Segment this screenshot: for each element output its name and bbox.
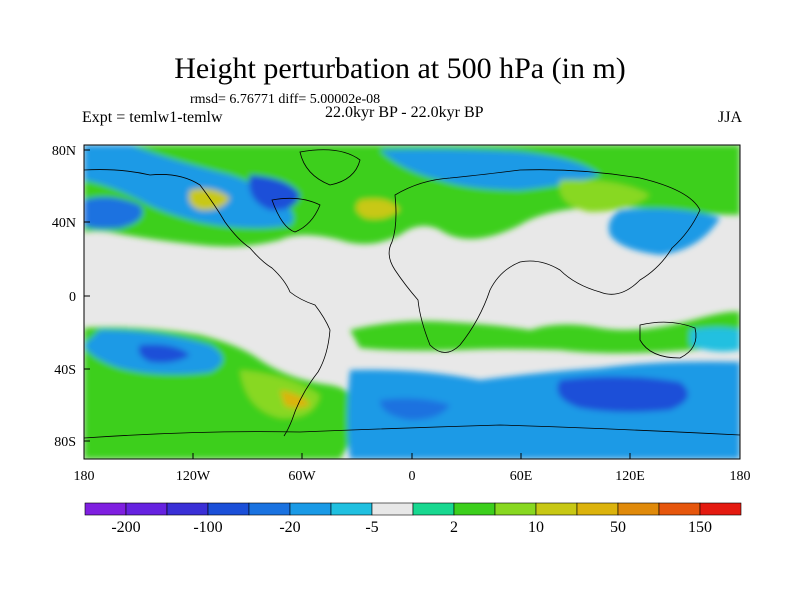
negative-core-indian — [557, 376, 688, 413]
lon-label-60w: 60W — [288, 469, 316, 484]
lon-label-120e: 120E — [615, 469, 645, 484]
period-label: 22.0kyr BP - 22.0kyr BP — [325, 104, 484, 121]
positive-core-na — [188, 188, 230, 211]
lon-label-120w: 120W — [176, 469, 211, 484]
colorbar-swatch — [576, 502, 619, 516]
coast-americas — [84, 169, 331, 437]
positive-belt-south — [350, 311, 740, 354]
lon-tick-marks — [83, 453, 741, 459]
negative-region-eurasia — [380, 149, 600, 190]
negative-region-atlantic — [84, 145, 294, 228]
rmsd-subtitle: rmsd= 6.76771 diff= 5.00002e-08 — [190, 92, 381, 107]
colorbar-label-neg5: -5 — [365, 519, 378, 536]
lat-label-40s: 40S — [54, 363, 76, 378]
negative-core-canada — [249, 175, 300, 211]
lat-label-80n: 80N — [52, 144, 76, 159]
negative-region-pacific — [608, 208, 720, 255]
colorbar-swatch — [207, 502, 250, 516]
lon-label-180w: 180 — [74, 469, 95, 484]
colorbar-swatch — [371, 502, 414, 516]
season-label: JJA — [717, 109, 742, 126]
colorbar-swatch — [125, 502, 168, 516]
colorbar-label-150: 150 — [688, 519, 712, 536]
coast-greenland — [299, 149, 361, 186]
colorbar-swatch — [494, 502, 537, 516]
coast-afroeurasia — [388, 169, 701, 353]
coast-australia — [639, 321, 697, 359]
lat-label-0: 0 — [69, 290, 76, 305]
negative-region-edge — [690, 327, 740, 352]
colorbar — [84, 502, 742, 516]
colorbar-label-10: 10 — [528, 519, 544, 536]
coastlines — [84, 149, 740, 439]
contour-field — [84, 145, 740, 459]
positive-peak-samerica — [280, 390, 310, 408]
colorbar-label-50: 50 — [610, 519, 626, 536]
negative-core-southpac — [138, 344, 190, 363]
colorbar-label-neg200: -200 — [111, 519, 140, 536]
chart-title: Height perturbation at 500 hPa (in m) — [174, 52, 626, 85]
coast-hudson — [271, 197, 321, 233]
colorbar-swatch — [84, 502, 127, 516]
negative-core-westpac — [84, 196, 143, 229]
colorbar-swatch — [453, 502, 496, 516]
positive-core-natl — [356, 198, 400, 219]
colorbar-label-neg20: -20 — [279, 519, 300, 536]
negative-core-atlantic-south — [380, 398, 450, 420]
lon-label-60e: 60E — [510, 469, 533, 484]
colorbar-label-neg100: -100 — [193, 519, 222, 536]
positive-core-asia — [559, 179, 650, 212]
lon-label-180e: 180 — [730, 469, 751, 484]
lat-label-40n: 40N — [52, 216, 76, 231]
colorbar-swatch — [412, 502, 455, 516]
colorbar-swatch — [330, 502, 373, 516]
experiment-label: Expt = temlw1-temlw — [82, 109, 223, 126]
colorbar-swatch — [289, 502, 332, 516]
colorbar-swatch — [699, 502, 742, 516]
lat-tick-marks — [84, 149, 90, 442]
colorbar-swatch — [617, 502, 660, 516]
lon-label-0: 0 — [409, 469, 416, 484]
colorbar-swatch — [658, 502, 701, 516]
colorbar-label-2: 2 — [450, 519, 458, 536]
colorbar-swatch — [166, 502, 209, 516]
coast-antarctica — [84, 424, 740, 439]
colorbar-swatch — [248, 502, 291, 516]
colorbar-swatch — [535, 502, 578, 516]
lat-label-80s: 80S — [54, 435, 76, 450]
